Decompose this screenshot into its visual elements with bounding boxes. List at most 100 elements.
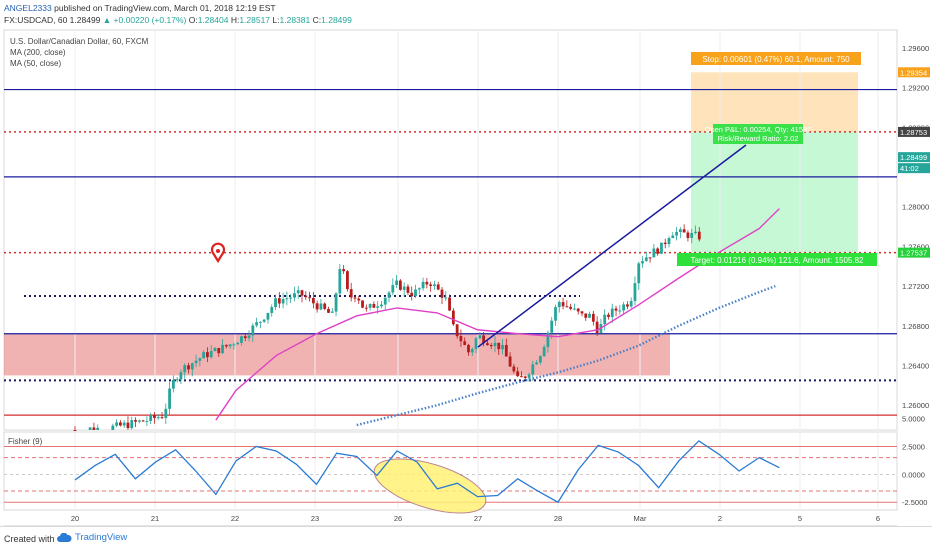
ma200-legend: MA (200, close) — [10, 48, 66, 57]
candle-body — [523, 376, 527, 379]
price-tag-text-1: 1.28753 — [900, 128, 927, 137]
candle-body — [300, 290, 304, 296]
x-tick-9: 5 — [798, 514, 802, 523]
ratio-text: Risk/Reward Ratio: 2.02 — [718, 134, 799, 143]
y-tick-4: 1.28000 — [902, 203, 929, 212]
candle-body — [610, 308, 614, 317]
candle-body — [633, 283, 637, 302]
candle-body — [554, 307, 557, 321]
price-change: ▲ +0.00220 (+0.17%) — [102, 15, 187, 25]
x-tick-7: Mar — [634, 514, 647, 523]
y-tick-7: 1.26800 — [902, 322, 929, 331]
candle-body — [557, 302, 561, 308]
price-tag-3 — [898, 163, 930, 174]
candle-body — [421, 281, 425, 289]
candle-body — [663, 242, 667, 245]
cloud-icon — [57, 532, 72, 542]
candle-body — [277, 298, 281, 304]
candle-body — [190, 363, 194, 370]
candle-body — [444, 297, 448, 299]
price-tag-4 — [898, 247, 930, 258]
candle-body — [156, 417, 160, 419]
candle-body — [304, 295, 308, 298]
candle-body — [251, 325, 255, 336]
highlight-ellipse — [373, 458, 487, 514]
price-tag-0 — [898, 67, 930, 78]
candle-body — [308, 297, 311, 299]
candle-body — [119, 422, 122, 426]
candle-body — [168, 388, 171, 409]
candle-body — [137, 420, 141, 422]
candle-body — [436, 284, 440, 290]
candle-body — [607, 314, 610, 317]
candle-body — [433, 284, 436, 286]
tradingview-logo[interactable]: TradingView — [56, 532, 127, 543]
candle-body — [289, 297, 293, 299]
candle-body — [92, 427, 96, 430]
open-label: O: — [188, 15, 198, 25]
candle-body — [353, 297, 357, 299]
candle-body — [194, 360, 198, 364]
candle-body — [588, 313, 591, 318]
candle-body — [440, 289, 444, 298]
open-value: 1.28404 — [197, 15, 229, 25]
candle-body — [455, 324, 459, 337]
candle-body — [221, 344, 224, 354]
candle-body — [402, 286, 406, 290]
candle-body — [675, 232, 678, 236]
candle-body — [255, 322, 259, 326]
pin-dot — [216, 249, 220, 253]
x-tick-4: 26 — [394, 514, 402, 523]
candle-body — [493, 342, 497, 347]
x-tick-2: 22 — [231, 514, 239, 523]
candle-body — [478, 335, 482, 339]
price-tag-1 — [898, 126, 930, 137]
candle-body — [115, 422, 119, 426]
candle-body — [361, 300, 364, 308]
candle-body — [584, 313, 588, 318]
candle-body — [622, 304, 626, 311]
candle-body — [535, 362, 538, 365]
candle-body — [614, 308, 618, 311]
brand-name: TradingView — [75, 532, 128, 543]
fisher-y-tick-3: -2.5000 — [902, 498, 927, 507]
trend-line — [477, 144, 747, 348]
candle-body — [357, 298, 361, 301]
candle-body — [122, 422, 126, 426]
candle-body — [315, 303, 319, 310]
x-tick-0: 20 — [71, 514, 79, 523]
candle-body — [327, 308, 330, 313]
candle-body — [368, 304, 372, 308]
created-with-text: Created with — [4, 534, 55, 544]
candle-body — [262, 319, 266, 322]
candle-body — [429, 284, 433, 286]
candle-body — [546, 332, 550, 348]
candle-body — [395, 280, 398, 286]
candle-body — [338, 269, 342, 294]
candle-body — [134, 420, 137, 422]
candle-body — [145, 420, 149, 422]
candle-body — [96, 427, 100, 430]
candle-body — [591, 313, 595, 322]
candle-body — [573, 308, 576, 310]
candle-body — [323, 303, 327, 309]
candle-body — [349, 289, 353, 298]
candle-body — [266, 312, 270, 320]
target-label-box — [677, 253, 877, 266]
candle-body — [414, 289, 417, 297]
candle-body — [296, 290, 300, 294]
candle-body — [243, 336, 247, 339]
published-text: published on TradingView.com, March 01, … — [54, 3, 276, 13]
price-tag-text-3: 41:02 — [900, 164, 919, 173]
candle-body — [637, 263, 641, 284]
candle-body — [179, 372, 183, 380]
fisher-legend: Fisher (9) — [8, 437, 43, 446]
candle-body — [580, 311, 584, 314]
candle-body — [213, 348, 217, 352]
candle-body — [376, 306, 380, 308]
author-link[interactable]: ANGEL2333 — [4, 3, 52, 13]
candle-body — [126, 422, 130, 429]
chart-title: U.S. Dollar/Canadian Dollar, 60, FXCM — [10, 37, 149, 46]
candle-body — [641, 261, 644, 264]
